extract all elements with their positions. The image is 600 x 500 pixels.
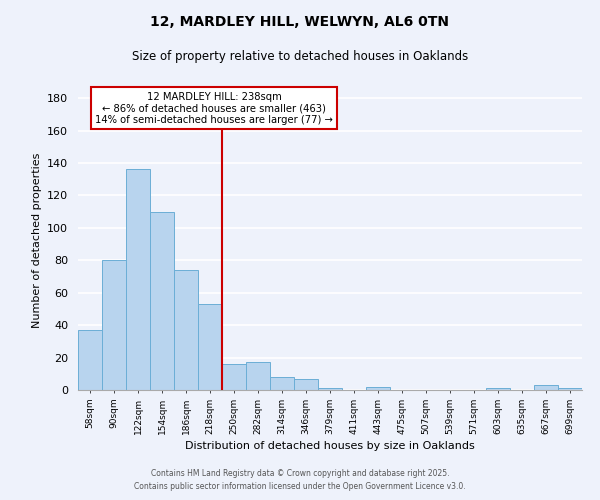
- Text: Contains HM Land Registry data © Crown copyright and database right 2025.: Contains HM Land Registry data © Crown c…: [151, 468, 449, 477]
- Bar: [270, 377, 294, 390]
- Bar: [294, 378, 318, 390]
- Bar: [246, 362, 270, 390]
- Bar: [198, 304, 222, 390]
- Bar: [222, 364, 246, 390]
- Bar: [150, 212, 174, 390]
- Bar: [558, 388, 582, 390]
- Text: 12 MARDLEY HILL: 238sqm
← 86% of detached houses are smaller (463)
14% of semi-d: 12 MARDLEY HILL: 238sqm ← 86% of detache…: [95, 92, 333, 124]
- Text: Contains public sector information licensed under the Open Government Licence v3: Contains public sector information licen…: [134, 482, 466, 491]
- Y-axis label: Number of detached properties: Number of detached properties: [32, 152, 41, 328]
- Bar: [366, 387, 390, 390]
- Bar: [318, 388, 342, 390]
- Bar: [174, 270, 198, 390]
- Bar: [486, 388, 510, 390]
- Bar: [102, 260, 126, 390]
- Bar: [78, 330, 102, 390]
- Bar: [126, 170, 150, 390]
- Text: 12, MARDLEY HILL, WELWYN, AL6 0TN: 12, MARDLEY HILL, WELWYN, AL6 0TN: [151, 15, 449, 29]
- Text: Size of property relative to detached houses in Oaklands: Size of property relative to detached ho…: [132, 50, 468, 63]
- Bar: [534, 385, 558, 390]
- X-axis label: Distribution of detached houses by size in Oaklands: Distribution of detached houses by size …: [185, 441, 475, 451]
